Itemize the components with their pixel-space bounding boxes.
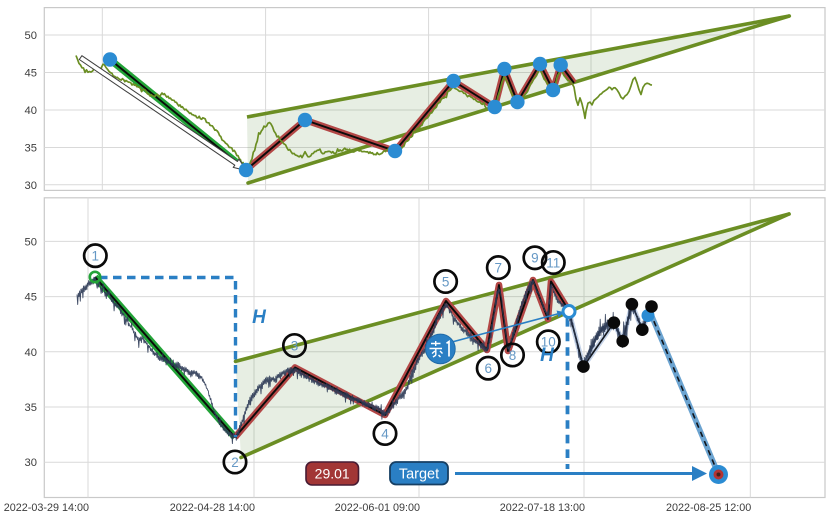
svg-text:35: 35	[25, 402, 37, 414]
svg-text:35: 35	[25, 143, 37, 155]
svg-text:50: 50	[25, 30, 37, 42]
svg-text:5: 5	[442, 274, 450, 289]
svg-text:45: 45	[25, 292, 37, 304]
svg-text:H: H	[252, 307, 267, 328]
svg-text:40: 40	[25, 105, 37, 117]
svg-text:29.01: 29.01	[315, 466, 350, 482]
svg-text:1: 1	[92, 249, 100, 264]
svg-text:4: 4	[381, 426, 389, 441]
svg-text:H: H	[540, 345, 555, 366]
svg-text:30: 30	[25, 180, 37, 192]
svg-text:2022-03-29 14:00: 2022-03-29 14:00	[4, 502, 89, 514]
svg-text:45: 45	[25, 68, 37, 80]
svg-text:9: 9	[531, 251, 539, 266]
svg-text:3: 3	[291, 338, 299, 353]
svg-text:11: 11	[546, 255, 560, 270]
svg-text:50: 50	[25, 236, 37, 248]
svg-text:10: 10	[541, 335, 556, 350]
svg-text:30: 30	[25, 457, 37, 469]
svg-text:2: 2	[231, 455, 239, 470]
svg-text:40: 40	[25, 347, 37, 359]
svg-text:2022-04-28 14:00: 2022-04-28 14:00	[170, 502, 255, 514]
svg-text:8: 8	[509, 348, 517, 363]
svg-text:6: 6	[484, 361, 492, 376]
svg-text:2022-07-18 13:00: 2022-07-18 13:00	[500, 502, 585, 514]
svg-text:2022-08-25 12:00: 2022-08-25 12:00	[666, 502, 751, 514]
svg-text:Target: Target	[399, 467, 439, 483]
svg-text:2022-06-01 09:00: 2022-06-01 09:00	[335, 502, 420, 514]
svg-text:7: 7	[495, 260, 503, 275]
